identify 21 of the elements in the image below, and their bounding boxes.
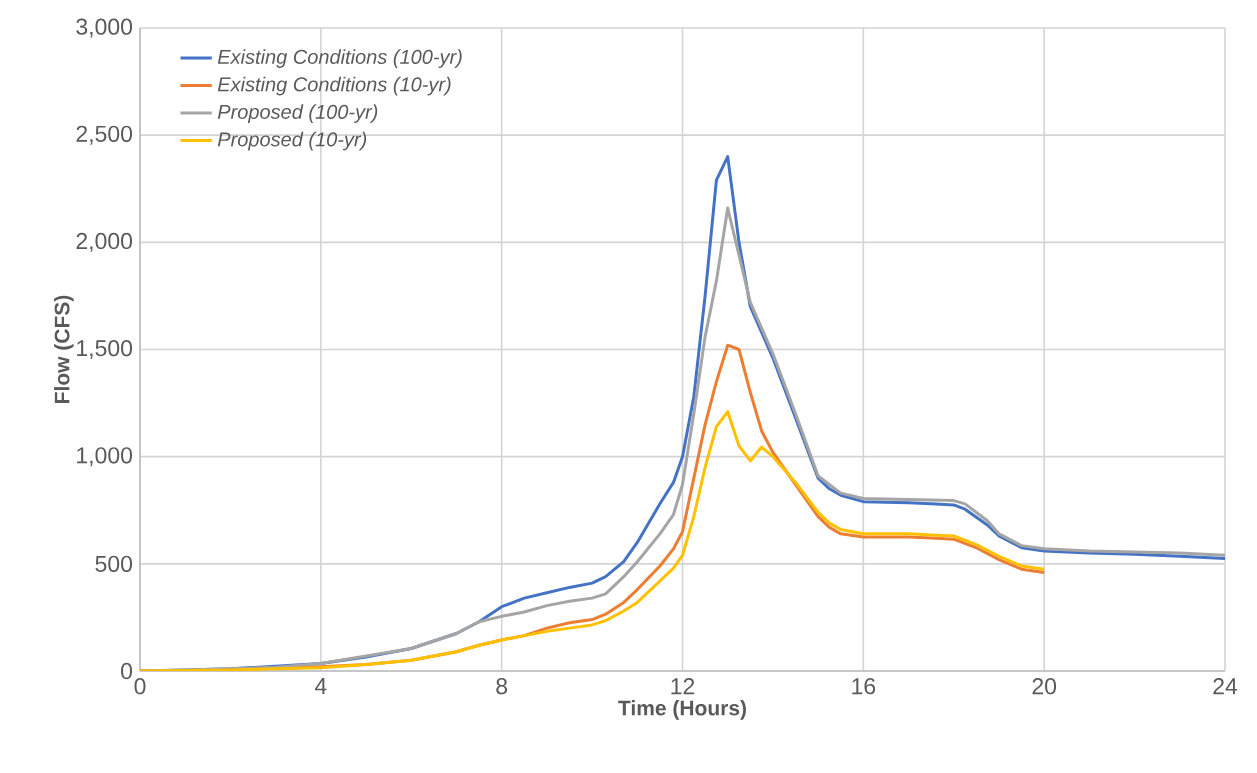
legend-label: Existing Conditions (100-yr) (217, 49, 462, 68)
x-tick-label: 24 (1213, 678, 1238, 695)
y-tick-label: 3,000 (76, 18, 133, 38)
x-tick-label: 20 (1032, 678, 1057, 695)
x-tick-label: 8 (496, 678, 508, 695)
x-axis-title: Time (Hours) (618, 700, 746, 720)
legend-label: Proposed (10-yr) (217, 131, 367, 151)
legend-label: Proposed (100-yr) (217, 104, 378, 123)
y-tick-label: 2,000 (76, 232, 133, 252)
y-axis-title: Flow (CFS) (54, 295, 74, 403)
y-tick-label: 1,000 (77, 447, 133, 467)
x-tick-label: 4 (314, 678, 327, 694)
legend-label: Existing Conditions (10-yr) (217, 76, 451, 96)
line-series (140, 410, 1046, 671)
x-tick-label: 12 (671, 678, 695, 695)
x-tick-label: 0 (134, 678, 146, 695)
y-tick-label: 0 (121, 662, 133, 680)
y-tick-label: 2,500 (76, 125, 133, 145)
y-tick-label: 500 (95, 555, 133, 572)
y-tick-label: 1,500 (77, 340, 133, 360)
x-tick-label: 16 (852, 678, 876, 695)
